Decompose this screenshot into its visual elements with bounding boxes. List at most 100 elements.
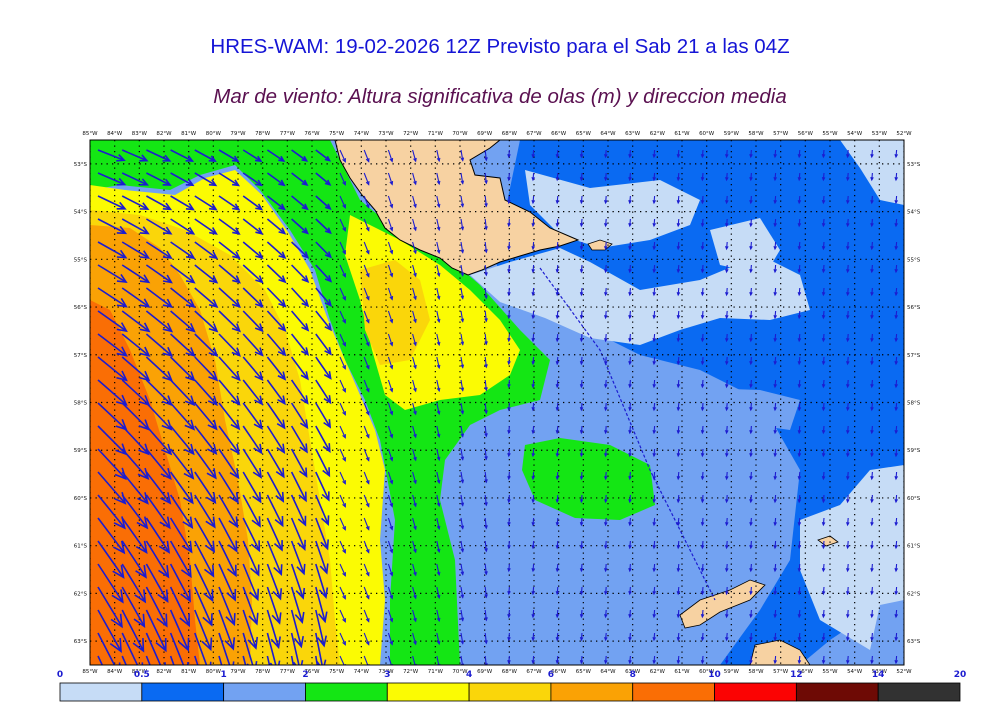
wave-direction-arrow [652,172,656,182]
wave-direction-arrow [266,609,281,650]
wave-direction-arrow [145,287,174,308]
wave-direction-arrow [315,609,328,648]
wave-direction-arrow [218,310,242,333]
wave-direction-arrow [97,264,128,284]
wave-direction-arrow [821,172,826,182]
wave-direction-arrow [266,494,284,528]
wave-direction-arrow [555,356,560,366]
wave-direction-arrow [846,563,850,573]
wave-direction-arrow [363,356,370,370]
wave-direction-arrow [628,218,632,228]
wave-direction-arrow [242,586,259,626]
wave-direction-arrow [773,425,777,435]
lon-label-bottom: 75°W [329,669,345,675]
lat-label-right: 61°S [907,544,921,550]
wave-direction-arrow [604,655,608,665]
wave-direction-arrow [846,540,850,550]
wave-direction-arrow [218,517,238,553]
lon-label-bottom: 81°W [181,669,197,675]
wave-direction-arrow [725,563,729,573]
wave-direction-arrow [531,655,535,665]
wave-direction-arrow [218,425,240,455]
wave-direction-arrow [652,632,656,642]
lon-label-top: 80°W [206,131,222,137]
wave-direction-arrow [363,333,370,347]
wave-direction-arrow [821,632,826,642]
lon-label-top: 56°W [798,131,814,137]
wave-direction-arrow [700,517,705,527]
wave-direction-arrow [194,287,219,309]
lon-label-bottom: 72°W [403,669,419,675]
wave-direction-arrow [290,609,304,649]
wave-direction-arrow [218,632,235,665]
colorbar-swatch [632,682,715,702]
wave-direction-arrow [725,264,729,274]
wave-direction-arrow [121,471,149,505]
wave-direction-arrow [579,218,584,228]
wave-direction-arrow [363,609,370,623]
wave-direction-arrow [846,356,850,366]
wave-direction-arrow [652,517,656,527]
map-frame [89,139,905,666]
wave-direction-arrow [821,333,826,343]
wave-direction-arrow [797,287,802,297]
wave-direction-arrow [242,333,264,357]
lon-label-bottom: 83°W [132,669,148,675]
wave-direction-arrow [484,448,488,461]
wave-direction-arrow [628,402,632,412]
wave-direction-arrow [484,494,488,507]
wave-direction-arrow [460,356,465,369]
wave-direction-arrow [387,172,394,186]
wave-direction-arrow [652,195,656,205]
wave-direction-arrow [821,218,826,228]
wave-direction-arrow [604,287,608,297]
colorbar-label: 20 [954,670,967,680]
wave-direction-arrow [145,310,174,333]
wave-direction-arrow [291,241,310,259]
wave-direction-arrow [315,563,329,599]
wave-direction-arrow [531,448,535,458]
wave-direction-arrow [363,218,370,232]
wave-direction-arrow [266,586,282,625]
wave-direction-arrow [145,218,173,235]
lon-label-top: 84°W [107,131,123,137]
wave-direction-arrow [604,586,608,596]
wave-direction-arrow [652,287,656,297]
wave-direction-arrow [628,241,632,251]
wave-direction-arrow [412,379,417,393]
colorbar-swatch [714,682,797,702]
wave-direction-arrow [797,632,802,642]
wave-direction-arrow [97,563,124,604]
wave-direction-arrow [169,494,194,529]
wave-direction-arrow [507,264,511,274]
wave-direction-arrow [218,356,241,382]
wave-direction-arrow [604,632,608,642]
wave-zone-0-0.5m-northeast [840,140,904,205]
wave-direction-arrow [797,425,802,435]
wave-direction-arrow [339,517,346,531]
wave-direction-arrow [363,287,370,301]
wave-direction-arrow [652,149,656,159]
wave-direction-arrow [821,494,826,504]
wave-direction-arrow [652,356,656,366]
wave-direction-arrow [291,195,309,211]
wave-direction-arrow [773,379,777,389]
wave-direction-arrow [579,632,584,642]
wave-direction-arrow [821,264,826,274]
wave-direction-arrow [507,609,511,619]
lon-label-top: 55°W [822,131,838,137]
wave-direction-arrow [507,172,511,182]
lon-label-bottom: 58°W [748,669,764,675]
wave-direction-arrow [170,310,196,333]
lon-label-bottom: 69°W [477,669,493,675]
wave-direction-arrow [460,609,465,622]
colorbar-swatch [877,682,961,702]
wave-direction-arrow [846,149,850,159]
wave-direction-arrow [749,172,753,182]
wave-direction-arrow [773,149,777,159]
wave-direction-arrow [436,356,441,370]
wave-direction-arrow [870,425,874,435]
wave-direction-arrow [894,609,898,619]
wave-direction-arrow [507,517,511,527]
wave-direction-arrow [628,448,632,458]
